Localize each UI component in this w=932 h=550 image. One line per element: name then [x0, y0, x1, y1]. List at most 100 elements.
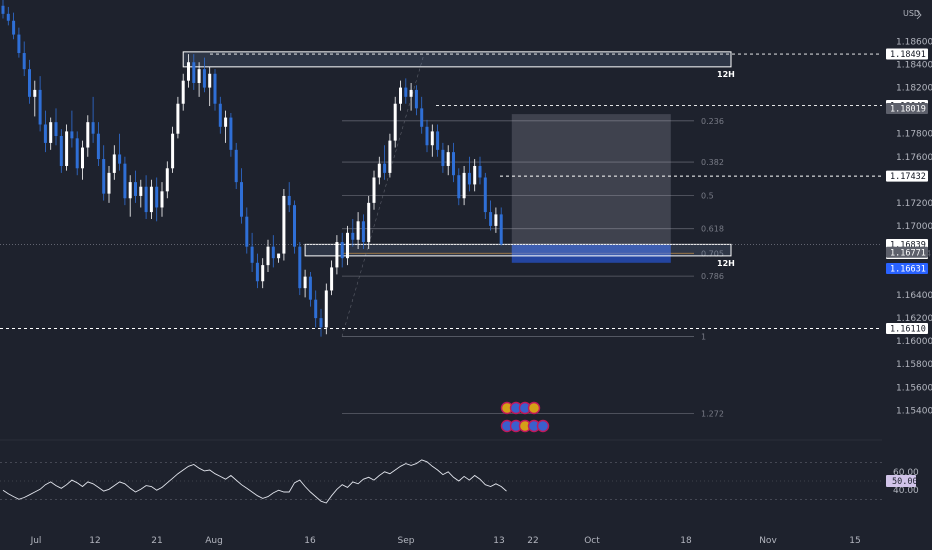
price-tick-label: 1.17600: [896, 153, 932, 163]
candle-body: [287, 195, 291, 206]
candle-body: [245, 216, 249, 247]
time-axis[interactable]: Jul 12 21 Aug 16 Sep 13 22 Oct 18 Nov 15: [30, 536, 861, 546]
candle-body: [6, 13, 10, 21]
flag-icon: [536, 419, 550, 433]
candle-body: [308, 276, 312, 300]
chevron-down-icon: [916, 10, 922, 20]
candle-body: [478, 165, 482, 178]
candle-body: [346, 232, 349, 259]
candle-body: [335, 242, 339, 268]
candle-body: [404, 87, 408, 97]
candle-body: [176, 103, 180, 134]
fib-level-label: 0.5: [701, 191, 714, 200]
fib-trend-line: [341, 54, 425, 337]
price-tags: 1.184911.180451.180191.174321.1683906:25…: [886, 48, 931, 335]
price-tick-label: 1.17200: [896, 199, 932, 209]
zone-timeframe-label: 12H: [717, 259, 735, 268]
candle-body: [436, 131, 440, 150]
economic-events[interactable]: [500, 401, 550, 433]
candle-body: [1, 5, 5, 14]
candle-body: [361, 221, 365, 243]
time-tick-label: Sep: [398, 536, 415, 546]
price-tick-label: 1.18200: [896, 84, 932, 94]
candle-body: [489, 212, 493, 226]
price-tick-label: 1.15600: [896, 383, 932, 393]
candle-body: [155, 186, 159, 208]
candle-body: [91, 122, 95, 134]
price-tick-label: 1.18600: [896, 37, 932, 47]
candle-body: [240, 182, 243, 217]
candle-body: [43, 124, 47, 143]
candle-body: [112, 154, 116, 173]
rsi-tick-label: 40.00: [893, 486, 919, 496]
price-tag: [886, 48, 928, 60]
candle-body: [255, 262, 259, 282]
candle-body: [383, 163, 387, 173]
price-tag: [886, 170, 928, 182]
price-axis[interactable]: 1.18600 1.18400 1.18200 1.17800 1.17600 1.172…: [896, 9, 932, 416]
candle-body: [420, 108, 424, 127]
candle-body: [17, 34, 21, 54]
candle-body: [12, 20, 16, 35]
candle-body: [187, 62, 190, 81]
rsi-line: [2, 459, 507, 504]
position-profit-zone: [511, 114, 671, 256]
time-tick-label: 22: [527, 536, 538, 546]
price-tag-label: 1.16110: [890, 325, 926, 335]
fib-level-label: 1.272: [701, 409, 724, 418]
candle-body: [86, 122, 90, 148]
candle-body: [282, 195, 286, 254]
time-tick-label: Oct: [584, 536, 600, 546]
candle-body: [149, 186, 153, 213]
price-tag: [886, 262, 928, 274]
candle-body: [399, 87, 402, 104]
candle-body: [28, 69, 31, 97]
candle-body: [224, 117, 228, 127]
candle-body: [293, 205, 296, 247]
candle-body: [234, 149, 238, 183]
supply-demand-zone: [182, 51, 732, 68]
time-tick-label: 16: [304, 536, 316, 546]
candle-body: [70, 131, 74, 139]
time-tick-label: 13: [493, 536, 504, 546]
candle-body: [494, 214, 498, 226]
price-tag-label: 1.16771: [890, 248, 926, 258]
time-tick-label: 18: [680, 536, 692, 546]
candle-body: [65, 131, 69, 166]
fib-level-label: 0.382: [701, 158, 724, 167]
candle-body: [409, 89, 413, 97]
rsi-value-tag: [886, 475, 916, 487]
candle-body: [425, 126, 429, 146]
time-tick-label: 12: [89, 536, 100, 546]
candle-body: [314, 299, 318, 319]
candle-body: [181, 80, 185, 104]
time-tick-label: 21: [151, 536, 162, 546]
candle-body: [319, 318, 323, 328]
candle-body: [38, 89, 42, 125]
candle-body: [165, 168, 169, 192]
candle-body: [452, 152, 455, 176]
fib-level-label: 0.236: [701, 117, 724, 126]
candle-body: [266, 246, 270, 266]
price-tick-label: 1.18400: [896, 61, 932, 71]
drawing-annotations: 0.236 0.382 0.5 0.618 0.705 0.786 1 1.272 12H 12H: [0, 51, 882, 418]
candle-body: [473, 165, 477, 185]
price-tag-label: 1.16631: [890, 264, 926, 274]
supply-demand-zone: [304, 243, 732, 257]
price-tick-label: 1.16200: [896, 314, 932, 324]
candle-body: [128, 182, 132, 199]
candle-body: [54, 122, 58, 137]
candle-body: [303, 276, 307, 289]
candle-body: [22, 53, 26, 70]
candle-body: [330, 267, 334, 291]
candle-body: [59, 136, 63, 166]
rsi-value-label: 50.00: [892, 477, 918, 487]
candle-body: [388, 140, 392, 173]
candle-body: [367, 202, 371, 243]
time-tick-label: 15: [849, 536, 860, 546]
flag-icon: [527, 401, 541, 415]
candle-body: [81, 147, 84, 169]
candle-body: [457, 175, 461, 199]
